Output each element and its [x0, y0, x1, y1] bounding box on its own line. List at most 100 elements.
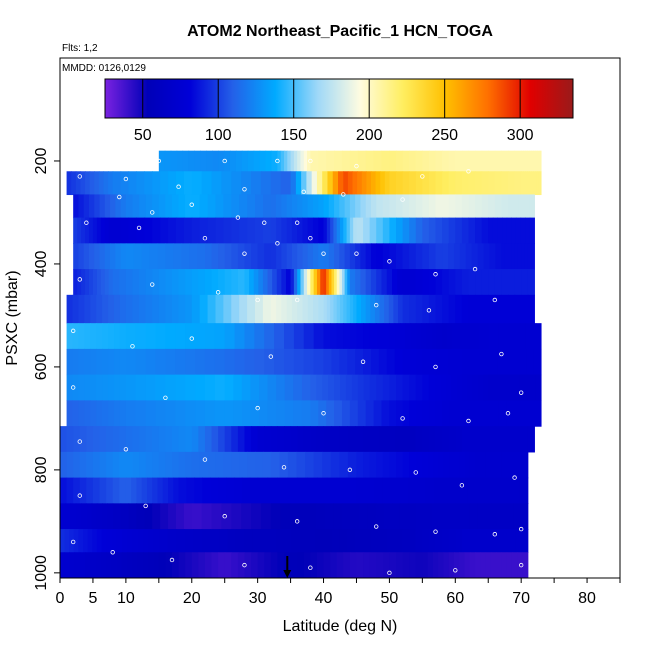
heatmap-cell — [215, 294, 224, 324]
heatmap-cell — [498, 503, 507, 530]
heatmap-cell — [497, 348, 506, 376]
heatmap-cell — [332, 171, 339, 196]
heatmap-cell — [99, 243, 106, 270]
heatmap-cell — [357, 171, 363, 196]
flight-path-point — [255, 297, 260, 303]
heatmap-cell — [299, 529, 309, 553]
heatmap-cell — [435, 374, 442, 401]
heatmap-cell — [376, 503, 385, 530]
heatmap-cell — [158, 451, 167, 479]
heatmap-cell — [78, 194, 85, 219]
heatmap-cell — [480, 552, 487, 578]
flight-path-point — [466, 418, 471, 424]
heatmap-cell — [330, 217, 335, 244]
heatmap-cell — [501, 171, 509, 196]
heatmap-cell — [77, 217, 82, 244]
heatmap-cell — [158, 269, 167, 296]
heatmap-cell — [102, 323, 109, 350]
flight-path-point — [466, 169, 471, 174]
heatmap-cell — [363, 348, 372, 376]
heatmap-cell — [508, 194, 512, 219]
heatmap-cell — [90, 323, 97, 350]
heatmap-cell — [355, 243, 362, 270]
heatmap-cell — [125, 348, 137, 376]
heatmap-cell — [310, 552, 318, 578]
heatmap-cell — [493, 477, 503, 504]
heatmap-cell — [460, 323, 466, 350]
y-tick-label: 400 — [33, 250, 50, 277]
heatmap-cell — [211, 552, 219, 578]
heatmap-cell — [402, 269, 410, 296]
heatmap-cell — [287, 150, 292, 172]
heatmap-cell — [455, 269, 463, 296]
heatmap-cell — [104, 194, 111, 219]
flight-path-point — [433, 364, 438, 370]
heatmap-cell — [322, 374, 329, 401]
flight-path-point — [222, 514, 227, 519]
heatmap-cell — [185, 348, 196, 376]
heatmap-cell — [69, 552, 76, 578]
heatmap-cell — [453, 451, 460, 479]
heatmap-cell — [204, 269, 213, 296]
heatmap-cell — [479, 323, 485, 350]
heatmap-cell — [125, 374, 137, 401]
heatmap-cell — [101, 529, 107, 553]
heatmap-cell — [257, 243, 265, 270]
heatmap-cell — [415, 529, 423, 553]
heatmap-cell — [323, 194, 330, 219]
flight-path-point — [492, 532, 498, 537]
heatmap-cell — [73, 426, 81, 453]
heatmap-cell — [114, 323, 121, 350]
heatmap-cell — [510, 194, 514, 219]
heatmap-cell — [211, 243, 219, 270]
heatmap-cell — [276, 194, 282, 219]
heatmap-cell — [96, 323, 103, 350]
heatmap-cell — [251, 552, 259, 578]
heatmap-cell — [310, 150, 319, 172]
heatmap-cell — [264, 426, 272, 453]
heatmap-cell — [158, 552, 167, 578]
heatmap-cell — [514, 294, 522, 324]
heatmap-cell — [160, 503, 169, 530]
heatmap-cell — [267, 400, 277, 427]
flight-path-point — [341, 192, 346, 197]
heatmap-cell — [111, 529, 118, 553]
heatmap-cell — [456, 374, 463, 401]
heatmap-cell — [483, 323, 489, 350]
heatmap-cell — [349, 294, 354, 324]
heatmap-cell — [334, 243, 340, 270]
heatmap-cell — [370, 348, 380, 376]
heatmap-cell — [382, 323, 391, 350]
heatmap-cell — [84, 374, 91, 401]
heatmap-cell — [475, 194, 483, 219]
heatmap-cell — [448, 150, 456, 172]
heatmap-cell — [78, 374, 85, 401]
heatmap-cell — [316, 503, 326, 530]
heatmap-cell — [380, 171, 386, 196]
heatmap-cell — [73, 269, 78, 296]
flight-path-point — [130, 344, 135, 349]
heatmap-cell — [103, 171, 109, 196]
heatmap-cell — [464, 451, 471, 479]
heatmap-cell — [131, 477, 138, 504]
heatmap-cell — [360, 243, 367, 270]
heatmap-cell — [450, 477, 460, 504]
heatmap-cell — [461, 171, 470, 196]
heatmap-cell — [448, 217, 456, 244]
heatmap-cell — [231, 171, 242, 196]
heatmap-cell — [145, 348, 157, 376]
heatmap-cell — [258, 374, 269, 401]
heatmap-cell — [435, 269, 443, 296]
heatmap-cell — [99, 194, 106, 219]
heatmap-cell — [435, 150, 443, 172]
heatmap-cell — [533, 348, 542, 376]
heatmap-cell — [485, 552, 492, 578]
heatmap-cell — [422, 269, 430, 296]
colorbar-tick-label: 100 — [205, 127, 232, 144]
heatmap-cell — [510, 477, 520, 504]
heatmap-cell — [264, 323, 275, 350]
heatmap-cell — [476, 477, 486, 504]
flight-path-point — [374, 524, 379, 529]
heatmap-cell — [293, 269, 298, 296]
flight-path-point — [499, 351, 504, 357]
